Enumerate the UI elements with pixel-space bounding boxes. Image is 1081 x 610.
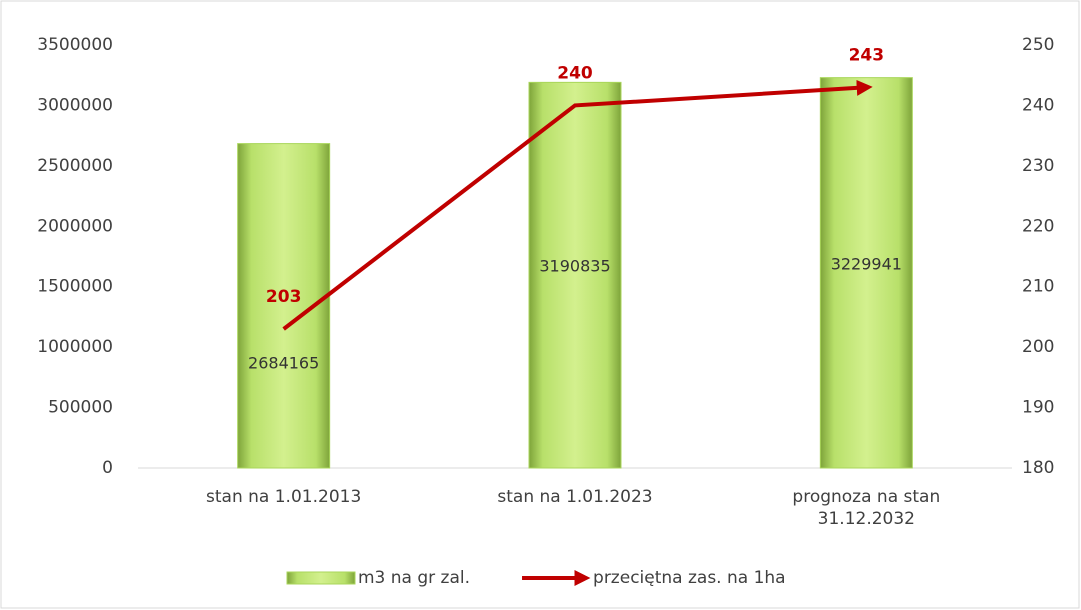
legend-label: przeciętna zas. na 1ha	[593, 568, 786, 588]
y2-tick-label: 220	[1022, 216, 1054, 236]
y-tick-label: 2000000	[37, 216, 113, 236]
bar-value-label: 2684165	[248, 353, 319, 372]
y-tick-label: 1500000	[37, 277, 113, 297]
bar	[528, 81, 622, 469]
y-tick-label: 3000000	[37, 95, 113, 115]
y2-tick-label: 200	[1022, 337, 1054, 357]
y2-tick-label: 230	[1022, 156, 1054, 176]
bar-value-label: 3229941	[831, 254, 902, 273]
line-value-label: 203	[266, 287, 302, 307]
y2-tick-label: 250	[1022, 35, 1054, 55]
y-tick-label: 2500000	[37, 156, 113, 176]
legend-swatch	[286, 571, 356, 585]
line-value-label: 243	[849, 45, 885, 65]
y-tick-label: 3500000	[37, 35, 113, 55]
y-tick-label: 0	[102, 458, 113, 478]
x-tick-label: prognoza na stan 31.12.2032	[792, 487, 941, 529]
y-tick-label: 1000000	[37, 337, 113, 357]
bar-value-label: 3190835	[539, 257, 610, 276]
x-tick-label: stan na 1.01.2013	[206, 487, 362, 507]
y-tick-label: 500000	[48, 398, 113, 418]
line-value-label: 240	[557, 63, 593, 83]
y2-tick-label: 180	[1022, 458, 1054, 478]
y2-tick-label: 240	[1022, 95, 1054, 115]
bar	[819, 77, 913, 469]
y2-tick-label: 190	[1022, 398, 1054, 418]
y2-tick-label: 210	[1022, 277, 1054, 297]
legend-label: m3 na gr zal.	[358, 568, 470, 588]
line	[282, 79, 873, 331]
x-tick-label: stan na 1.01.2023	[497, 487, 653, 507]
